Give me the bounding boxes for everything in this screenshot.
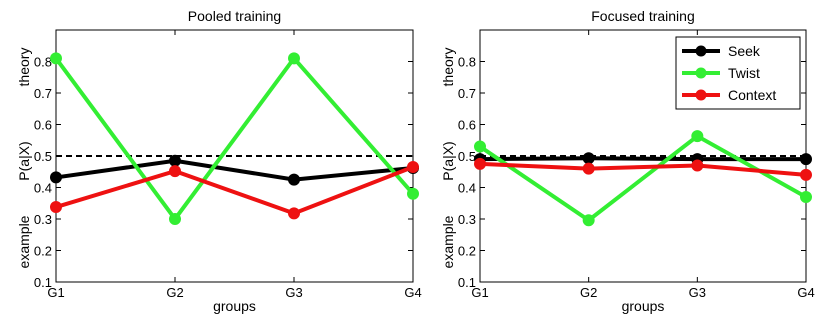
y-tick-label: 0.2 — [34, 244, 52, 259]
chart-title: Pooled training — [188, 8, 281, 24]
x-tick-label: G2 — [580, 285, 597, 300]
data-point — [169, 213, 181, 225]
legend: Seek Twist Context — [675, 36, 801, 110]
data-point — [169, 154, 181, 167]
y-tick-label: 0.3 — [34, 212, 52, 227]
data-point — [288, 173, 300, 186]
data-point — [288, 207, 300, 220]
y-tick-label: 0.5 — [458, 149, 476, 164]
series-twist — [474, 130, 812, 227]
x-tick-label: G1 — [47, 285, 64, 300]
legend-label: Context — [728, 87, 776, 103]
x-tick-label: G1 — [471, 285, 488, 300]
y-tick-label: 0.8 — [458, 55, 476, 70]
data-point — [407, 187, 419, 200]
y-tick-label: 0.1 — [458, 275, 476, 290]
y-tick-label: 0.5 — [34, 149, 52, 164]
series-context — [474, 157, 812, 181]
y-axis-label: P(a|X) — [440, 141, 456, 180]
series-context — [50, 161, 419, 220]
series-twist — [50, 52, 419, 225]
y-axis-label-bottom: example — [440, 215, 456, 268]
x-tick-label: G4 — [797, 285, 814, 300]
x-axis-label: groups — [213, 298, 256, 314]
series-seek — [50, 154, 419, 186]
x-tick-label: G2 — [166, 285, 183, 300]
y-tick-label: 0.8 — [34, 55, 52, 70]
data-point — [50, 201, 62, 214]
y-tick-label: 0.1 — [34, 275, 52, 290]
chart-panel-1: Pooled training 0.1 0.2 0.3 0.4 0.5 0.6 0.7 0.8 G… — [16, 8, 422, 314]
x-axis-label: groups — [622, 298, 665, 314]
series-line — [55, 158, 414, 182]
legend-swatch-marker — [695, 67, 707, 79]
data-point — [474, 157, 486, 170]
data-point — [582, 162, 595, 175]
data-point — [582, 214, 595, 227]
data-point — [474, 140, 486, 153]
series-line — [479, 161, 807, 177]
data-point — [288, 52, 300, 65]
y-axis-label-top: theory — [440, 48, 456, 87]
x-tick-label: G3 — [285, 285, 302, 300]
chart-title: Focused training — [591, 8, 695, 24]
series-seek — [474, 152, 812, 166]
data-point — [691, 130, 704, 143]
x-tick-label: G4 — [404, 285, 421, 300]
series-line — [55, 165, 414, 216]
legend-label: Twist — [728, 65, 760, 81]
y-axis-label-bottom: example — [16, 215, 32, 268]
data-point — [582, 152, 595, 165]
data-point — [800, 190, 812, 203]
y-tick-label: 0.6 — [458, 118, 476, 133]
y-tick-label: 0.7 — [34, 86, 52, 101]
data-point — [691, 159, 704, 172]
y-tick-label: 0.7 — [458, 86, 476, 101]
y-axis-label-top: theory — [16, 48, 32, 87]
series-line — [479, 156, 806, 162]
y-tick-label: 0.3 — [458, 212, 476, 227]
y-tick-label: 0.4 — [34, 181, 52, 196]
legend-swatch-marker — [695, 45, 707, 57]
data-point — [169, 165, 181, 178]
y-tick-label: 0.6 — [34, 118, 52, 133]
x-tick-label: G3 — [689, 285, 706, 300]
data-point — [800, 168, 812, 181]
data-point — [50, 52, 62, 65]
chart-panel-2: Focused training 0.1 0.2 0.3 0.4 0.5 0.6 0.7 0.8… — [440, 8, 815, 314]
legend-swatch-marker — [695, 89, 707, 101]
data-point — [407, 161, 419, 174]
y-tick-label: 0.4 — [458, 181, 476, 196]
data-point — [50, 171, 62, 184]
y-tick-label: 0.2 — [458, 244, 476, 259]
series-line — [478, 133, 807, 223]
legend-label: Seek — [728, 43, 761, 59]
y-axis-label: P(a|X) — [16, 141, 32, 180]
data-point — [800, 153, 812, 166]
series-line — [54, 55, 415, 223]
